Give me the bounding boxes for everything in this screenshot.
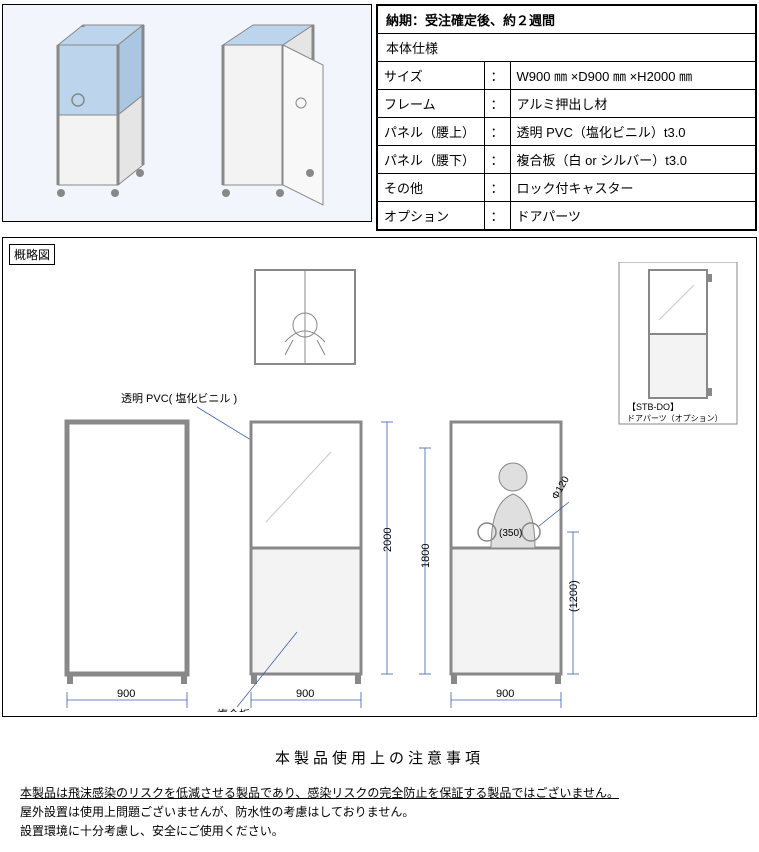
spec-label: パネル（腰上） xyxy=(378,118,484,146)
spec-label: その他 xyxy=(378,174,484,202)
spec-label: パネル（腰下） xyxy=(378,146,484,174)
svg-text:【STB-DO】: 【STB-DO】 xyxy=(627,402,679,412)
spec-label: フレーム xyxy=(378,90,484,118)
middle-elevation: 900 xyxy=(251,422,361,708)
spec-table: サイズ：W900 ㎜ ×D900 ㎜ ×H2000 ㎜ フレーム：アルミ押出し材… xyxy=(378,62,755,229)
notes-title: 本製品使用上の注意事項 xyxy=(20,747,739,768)
svg-text:2000: 2000 xyxy=(382,528,394,552)
spec-box: 納期：受注確定後、約２週間 本体仕様 サイズ：W900 ㎜ ×D900 ㎜ ×H… xyxy=(376,4,757,231)
composite-label: 複合板 xyxy=(217,707,250,712)
spec-value: W900 ㎜ ×D900 ㎜ ×H2000 ㎜ xyxy=(510,62,755,90)
spec-value: 複合板（白 or シルバー）t3.0 xyxy=(510,146,755,174)
spec-label: オプション xyxy=(378,202,484,230)
booth-3d-right xyxy=(183,15,353,215)
spec-title: 本体仕様 xyxy=(378,34,755,62)
svg-text:900: 900 xyxy=(117,688,135,700)
note-line-1: 本製品は飛沫感染のリスクを低減させる製品であり、感染リスクの完全防止を保証する製… xyxy=(20,784,739,803)
svg-text:1800: 1800 xyxy=(420,544,432,568)
left-elevation: 900 xyxy=(67,422,187,708)
spec-value: ドアパーツ xyxy=(510,202,755,230)
spec-value: ロック付キャスター xyxy=(510,174,755,202)
spec-label: サイズ xyxy=(378,62,484,90)
door-inset: 【STB-DO】 ドアパーツ（オプション） xyxy=(619,262,737,424)
svg-text:ドアパーツ（オプション）: ドアパーツ（オプション） xyxy=(627,414,723,423)
delivery-text: 納期：受注確定後、約２週間 xyxy=(378,6,755,34)
top-view xyxy=(255,270,355,364)
spec-value: 透明 PVC（塩化ビニル）t3.0 xyxy=(510,118,755,146)
diagram-section: 概略図 透明 PVC( 塩化ビニル ) 900 xyxy=(2,237,757,717)
schematic-svg: 透明 PVC( 塩化ビニル ) 900 900 xyxy=(7,262,747,712)
spec-value: アルミ押出し材 xyxy=(510,90,755,118)
svg-text:(350): (350) xyxy=(499,528,522,539)
booth-3d-left xyxy=(23,15,173,215)
note-line-3: 設置環境に十分考慮し、安全にご使用ください。 xyxy=(20,822,739,841)
svg-text:900: 900 xyxy=(496,688,514,700)
render-box xyxy=(2,4,372,222)
svg-text:(1200): (1200) xyxy=(568,580,580,612)
notes-section: 本製品使用上の注意事項 本製品は飛沫感染のリスクを低減させる製品であり、感染リス… xyxy=(0,717,759,852)
svg-text:900: 900 xyxy=(296,688,314,700)
top-row: 納期：受注確定後、約２週間 本体仕様 サイズ：W900 ㎜ ×D900 ㎜ ×H… xyxy=(0,0,759,231)
note-line-2: 屋外設置は使用上問題ございませんが、防水性の考慮はしておりません。 xyxy=(20,803,739,822)
pvc-label: 透明 PVC( 塩化ビニル ) xyxy=(121,391,237,405)
right-elevation: (350) 900 Φ120 xyxy=(451,422,572,708)
